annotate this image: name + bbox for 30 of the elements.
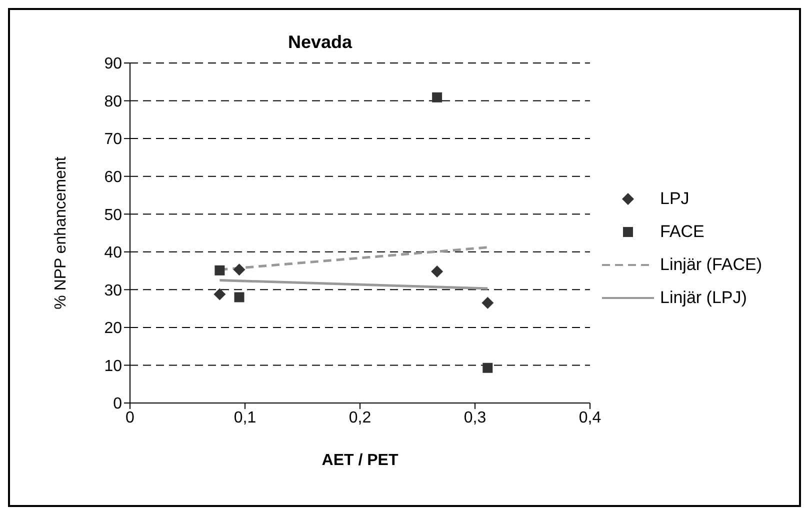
x-tick-label: 0,1: [234, 409, 256, 426]
point: [214, 288, 226, 300]
y-tick-label: 10: [104, 358, 122, 375]
x-tick-label: 0: [126, 409, 135, 426]
point: [432, 92, 442, 102]
point: [482, 296, 494, 309]
point: [482, 362, 493, 373]
y-tick-label: 70: [104, 131, 122, 148]
y-tick-label: 90: [104, 56, 122, 73]
point: [431, 266, 444, 278]
y-tick-label: 30: [104, 282, 122, 300]
legend-label: Linjär (FACE): [660, 254, 762, 274]
y-tick-label: 50: [104, 206, 122, 224]
x-axis-title: AET / PET: [322, 452, 398, 469]
y-tick-label: 20: [104, 320, 122, 338]
legend-label: Linjär (LPJ): [660, 288, 747, 308]
point: [214, 265, 225, 276]
y-tick-label: 60: [104, 169, 122, 186]
x-tick-label: 0,3: [464, 409, 486, 426]
y-tick-label: 0: [113, 396, 122, 413]
point: [233, 264, 246, 276]
y-tick-label: 80: [104, 93, 122, 110]
x-tick-label: 0,2: [348, 409, 372, 426]
x-tick-label: 0,4: [578, 409, 602, 426]
y-axis-title: % NPP enhancement: [52, 156, 70, 310]
legend-label: FACE: [660, 222, 704, 242]
legend-label: LPJ: [660, 188, 690, 208]
y-tick-label: 40: [104, 244, 122, 262]
point: [234, 292, 244, 302]
chart-title: Nevada: [286, 31, 354, 53]
